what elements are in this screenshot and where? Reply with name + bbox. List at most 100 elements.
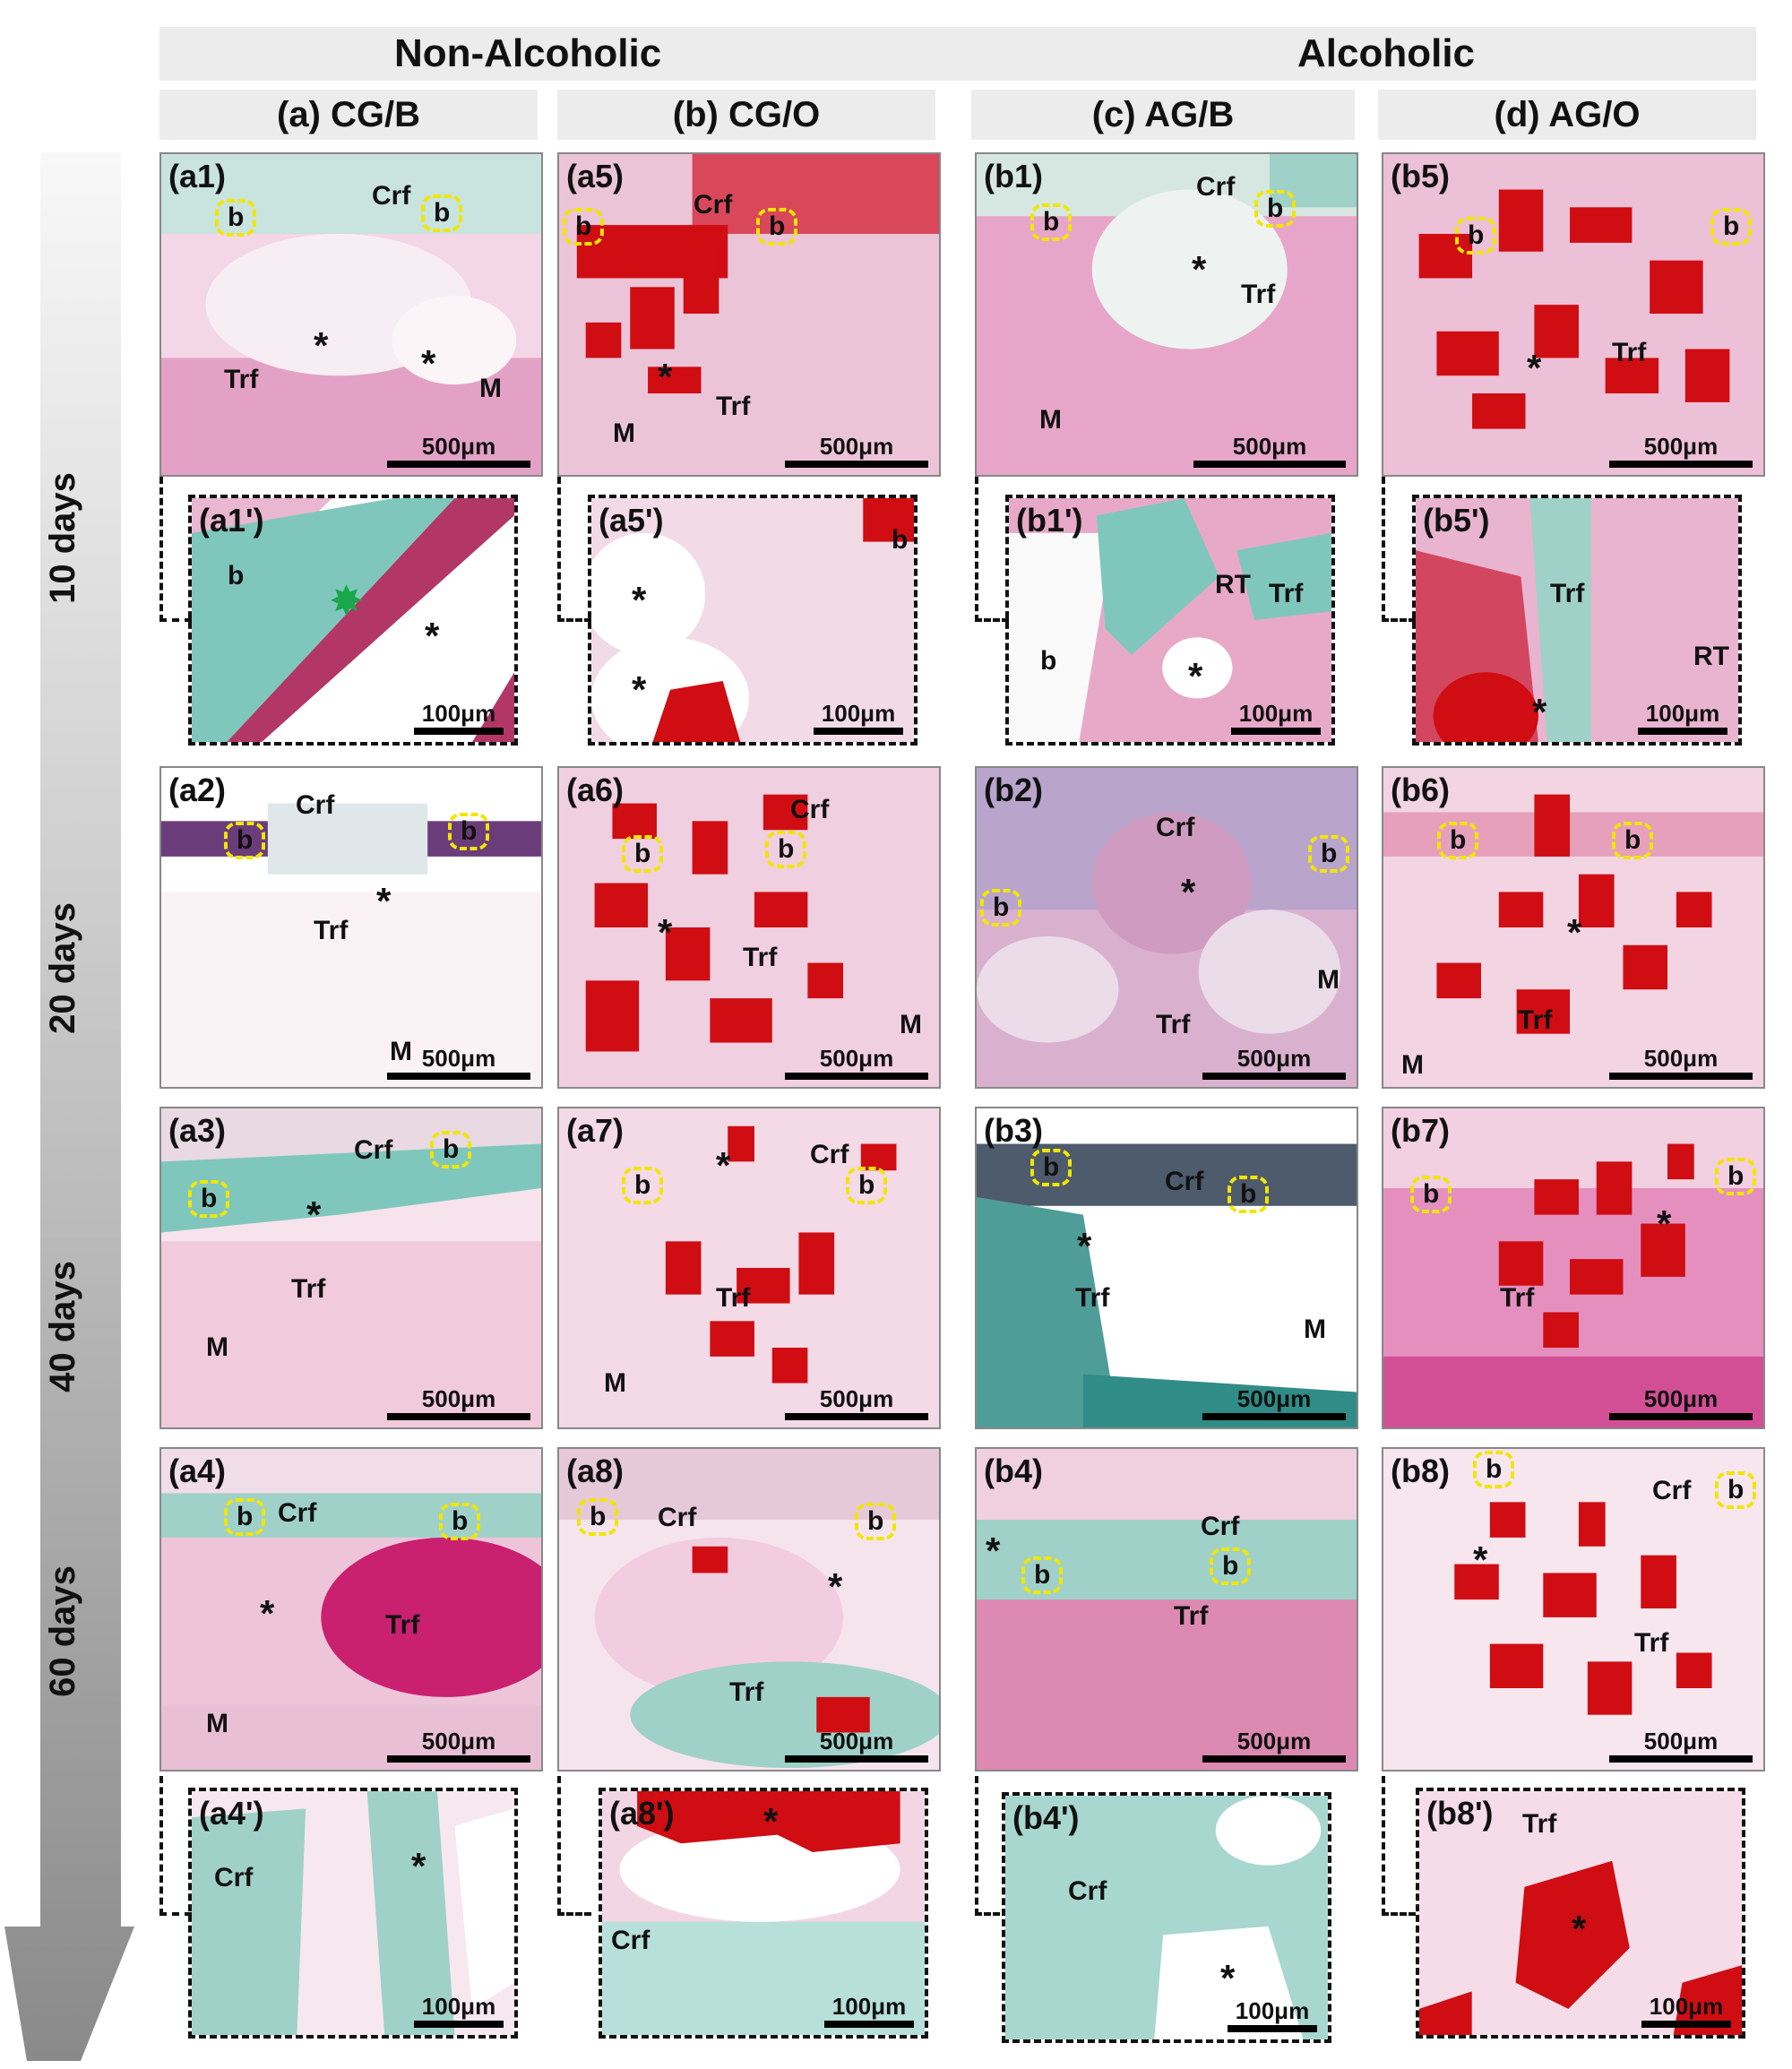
scale-bar: 500μm: [387, 1728, 530, 1763]
panel-label: (b4'): [1012, 1799, 1080, 1836]
trabecular-label: Trf: [291, 1274, 326, 1304]
scaffold-asterisk: *: [986, 1530, 1001, 1572]
marrow-label: M: [479, 374, 502, 403]
scaffold-asterisk: *: [1527, 347, 1542, 389]
bone-label: b: [224, 822, 266, 859]
panel-label: (b2): [984, 772, 1043, 808]
histology-panel-b5: (b5) b b * Trf 500μm: [1382, 152, 1765, 477]
tissue-image: [602, 1791, 925, 2035]
tissue-image: [977, 154, 1357, 475]
callus-label: Crf: [354, 1135, 393, 1165]
scale-bar: 500μm: [1193, 433, 1346, 468]
histology-panel-a2: (a2) b b Crf * Trf M 500μm: [159, 766, 543, 1089]
zoom-connector: [557, 1776, 591, 1916]
zoom-connector: [159, 1776, 192, 1916]
scaffold-asterisk: *: [632, 579, 647, 621]
panel-label: (a4): [168, 1453, 227, 1489]
histology-panel-a8: (a8) b b Crf * Trf 500μm: [557, 1447, 941, 1772]
histology-panel-b4: (b4) b b Crf * Trf 500μm: [975, 1447, 1358, 1772]
bone-label: b: [430, 1131, 472, 1168]
trabecular-label: Trf: [716, 1283, 751, 1313]
panel-label: (a8'): [609, 1795, 675, 1832]
tissue-image: [1383, 768, 1763, 1087]
bone-label: b: [1710, 208, 1753, 246]
trabecular-label: Trf: [743, 943, 778, 972]
scale-bar: 500μm: [1609, 1385, 1753, 1420]
scaffold-asterisk: *: [1188, 655, 1203, 697]
group-label-non-alcoholic: Non-Alcoholic: [394, 31, 662, 75]
scale-bar: 100μm: [414, 1993, 504, 2028]
callus-label: Crf: [372, 181, 411, 211]
tissue-image: [977, 1449, 1357, 1770]
panel-label: (b4): [984, 1453, 1043, 1489]
scaffold-asterisk: *: [425, 615, 440, 657]
zoom-panel-a8p: (a8') Crf * 100μm: [599, 1788, 928, 2039]
tissue-image: [559, 154, 939, 475]
scaffold-asterisk: *: [411, 1845, 426, 1887]
scaffold-asterisk: *: [763, 1800, 779, 1842]
scaffold-asterisk: *: [1220, 1957, 1236, 1999]
marrow-label: M: [206, 1709, 228, 1738]
bone-label: b: [980, 889, 1022, 927]
callus-label: Crf: [1201, 1512, 1240, 1541]
tissue-image: [161, 1449, 541, 1770]
trabecular-label: Trf: [1550, 579, 1585, 608]
scaffold-asterisk: *: [1572, 1908, 1587, 1950]
scaffold-asterisk: *: [1567, 911, 1582, 953]
callus-label: Crf: [296, 790, 335, 820]
scaffold-asterisk: *: [260, 1592, 275, 1634]
tissue-image: [1416, 498, 1738, 742]
marrow-label: M: [1039, 405, 1062, 435]
bone-label: b: [765, 831, 807, 868]
new-bone-marker-icon: ✸: [331, 580, 363, 622]
scale-bar: 500μm: [1609, 1728, 1753, 1763]
panel-label: (b1): [984, 158, 1043, 194]
bone-label: b: [1410, 1176, 1452, 1213]
group-label-alcoholic: Alcoholic: [1297, 31, 1476, 75]
bone-label: b: [1715, 1158, 1757, 1195]
time-label-60-days: 60 days: [42, 1565, 82, 1697]
scaffold-asterisk: *: [376, 880, 392, 922]
bone-label: b: [622, 835, 664, 873]
scale-bar: 500μm: [1202, 1728, 1346, 1763]
trabecular-label: Trf: [1634, 1628, 1669, 1658]
scale-bar: 100μm: [414, 700, 504, 735]
callus-label: Crf: [694, 190, 733, 220]
scaffold-asterisk: *: [828, 1565, 843, 1608]
panel-label: (a7): [566, 1112, 625, 1149]
tissue-image: [161, 1108, 541, 1427]
marrow-label: M: [1401, 1050, 1424, 1080]
panel-label: (a5'): [599, 502, 664, 539]
scaffold-asterisk: *: [716, 1144, 731, 1186]
tissue-image: [977, 768, 1357, 1087]
bone-label: b: [448, 813, 490, 850]
tissue-image: [1383, 1449, 1763, 1770]
trabecular-label: Trf: [729, 1677, 764, 1707]
scale-bar: 500μm: [785, 1045, 928, 1080]
histology-panel-b2: (b2) b b Crf * M Trf 500μm: [975, 766, 1358, 1089]
histology-panel-a6: (a6) b b Crf * Trf M 500μm: [557, 766, 941, 1089]
scaffold-asterisk: *: [314, 324, 329, 366]
bone-label: b: [563, 208, 605, 246]
zoom-connector: [975, 477, 1009, 622]
bone-label: b: [846, 1167, 888, 1204]
scaffold-asterisk: *: [1181, 871, 1196, 913]
bone-label: b: [1715, 1471, 1757, 1509]
bone-label: b: [1040, 646, 1057, 676]
marrow-label: M: [206, 1332, 228, 1362]
rt-label: RT: [1693, 642, 1729, 671]
trabecular-label: Trf: [1156, 1010, 1191, 1039]
zoom-panel-a1p: (a1') b ✸ * 100μm: [188, 495, 518, 746]
trabecular-label: Trf: [1174, 1601, 1209, 1631]
bone-label: b: [756, 208, 798, 246]
column-header-cgb: (a) CG/B: [159, 90, 538, 140]
column-header-ago: (d) AG/O: [1378, 90, 1756, 140]
tissue-image: [161, 154, 541, 475]
tissue-image: [1005, 1796, 1328, 2039]
tissue-image: [559, 1449, 939, 1770]
group-header-bar: Non-Alcoholic Alcoholic: [159, 27, 1756, 81]
tissue-image: [559, 1108, 939, 1427]
scale-bar: 500μm: [1202, 1045, 1346, 1080]
marrow-label: M: [390, 1037, 412, 1066]
trabecular-label: Trf: [1612, 338, 1647, 367]
